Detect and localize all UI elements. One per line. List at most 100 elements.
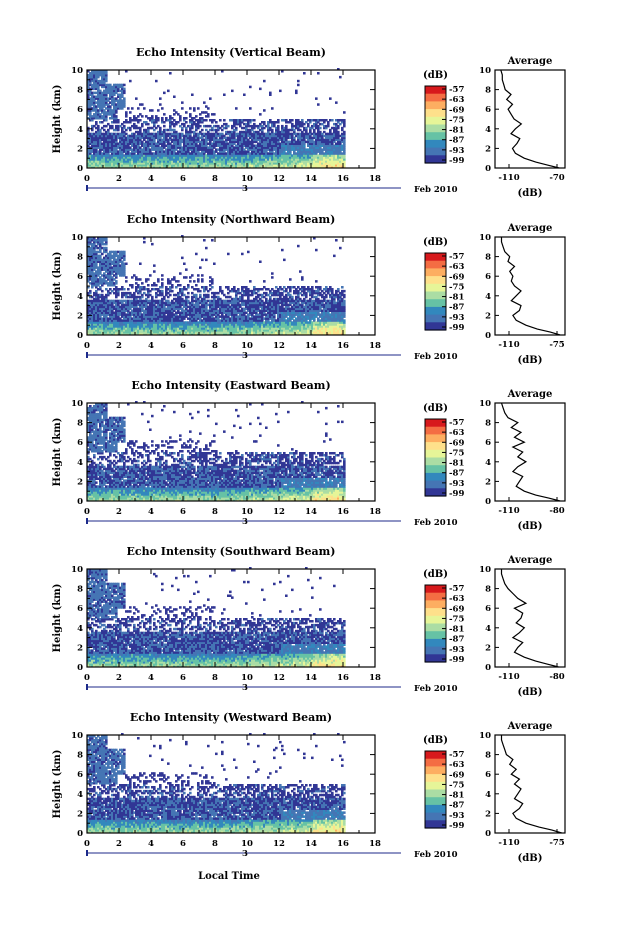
heatmap-cell bbox=[309, 148, 312, 151]
heatmap-cell bbox=[97, 146, 100, 149]
heatmap-cell bbox=[281, 154, 284, 157]
heatmap-cell bbox=[181, 146, 184, 149]
heatmap-cell bbox=[141, 115, 144, 118]
heatmap-cell bbox=[221, 138, 224, 142]
heatmap-cell bbox=[87, 150, 90, 153]
heatmap-cell bbox=[327, 121, 330, 124]
heatmap-cell bbox=[93, 97, 96, 100]
heatmap-cell bbox=[161, 140, 164, 144]
heatmap-cell bbox=[267, 152, 270, 155]
heatmap-cell bbox=[275, 160, 278, 163]
heatmap-cell bbox=[163, 91, 166, 95]
heatmap-cell bbox=[105, 119, 108, 122]
heatmap-cell bbox=[179, 142, 182, 145]
heatmap-cell bbox=[155, 164, 158, 167]
heatmap-cell bbox=[289, 132, 292, 136]
heatmap-cell bbox=[189, 124, 192, 128]
heatmap-cell bbox=[287, 121, 290, 124]
heatmap-cell bbox=[245, 146, 248, 149]
heatmap-cell bbox=[99, 144, 102, 147]
heatmap-cell bbox=[89, 81, 92, 85]
heatmap-cell bbox=[241, 166, 244, 169]
heatmap-cell bbox=[125, 111, 128, 114]
heatmap-cell bbox=[307, 140, 310, 144]
heatmap-cell bbox=[119, 150, 122, 153]
heatmap-cell bbox=[167, 132, 170, 136]
heatmap-cell bbox=[173, 144, 176, 147]
heatmap-cell bbox=[247, 146, 250, 149]
heatmap-cell bbox=[183, 122, 186, 126]
heatmap-cell bbox=[203, 160, 206, 163]
heatmap-cell bbox=[323, 164, 326, 167]
heatmap-cell bbox=[121, 146, 124, 149]
heatmap-cell bbox=[279, 130, 282, 134]
heatmap-cell bbox=[133, 136, 136, 140]
heatmap-cell bbox=[199, 152, 202, 155]
heatmap-cell bbox=[189, 164, 192, 167]
heatmap-cell bbox=[129, 117, 132, 120]
heatmap-cell bbox=[101, 85, 104, 89]
heatmap-cell bbox=[103, 89, 106, 93]
heatmap-cell bbox=[159, 138, 162, 142]
heatmap-cell bbox=[287, 154, 290, 157]
heatmap-cell bbox=[219, 162, 222, 165]
heatmap-cell bbox=[251, 128, 254, 132]
heatmap-cell bbox=[293, 132, 296, 136]
heatmap-cell bbox=[199, 289, 202, 293]
heatmap-cell bbox=[303, 166, 306, 169]
heatmap-cell bbox=[189, 154, 192, 157]
heatmap-cell bbox=[211, 239, 214, 242]
heatmap-cell bbox=[95, 138, 98, 142]
heatmap-cell bbox=[155, 162, 158, 165]
heatmap-cell bbox=[99, 89, 102, 93]
heatmap-cell bbox=[115, 103, 118, 106]
heatmap-cell bbox=[151, 152, 154, 155]
heatmap-cell bbox=[169, 158, 172, 161]
heatmap-cell bbox=[169, 162, 172, 165]
heatmap-cell bbox=[115, 115, 118, 118]
heatmap-cell bbox=[225, 146, 228, 149]
heatmap-cell bbox=[95, 152, 98, 155]
heatmap-cell bbox=[291, 142, 294, 145]
heatmap-cell bbox=[145, 154, 148, 157]
heatmap-cell bbox=[237, 146, 240, 149]
heatmap-cell bbox=[225, 160, 228, 163]
heatmap-cell bbox=[137, 144, 140, 147]
heatmap-cell bbox=[95, 83, 98, 87]
heatmap-cell bbox=[269, 142, 272, 145]
heatmap-cell bbox=[175, 122, 178, 126]
heatmap-cell bbox=[265, 144, 268, 147]
heatmap-cell bbox=[287, 148, 290, 151]
heatmap-cell bbox=[301, 121, 304, 124]
heatmap-cell bbox=[235, 154, 238, 157]
heatmap-cell bbox=[87, 105, 90, 108]
heatmap-cell bbox=[257, 124, 260, 128]
heatmap-cell bbox=[119, 99, 122, 102]
heatmap-cell bbox=[261, 124, 264, 128]
heatmap-cell bbox=[207, 113, 210, 116]
heatmap-cell bbox=[191, 148, 194, 151]
heatmap-cell bbox=[147, 156, 150, 159]
heatmap-cell bbox=[293, 166, 296, 169]
heatmap-cell bbox=[115, 166, 118, 169]
heatmap-cell bbox=[241, 121, 244, 124]
heatmap-cell bbox=[291, 148, 294, 151]
heatmap-cell bbox=[185, 158, 188, 161]
heatmap-cell bbox=[319, 136, 322, 140]
heatmap-cell bbox=[97, 156, 100, 159]
heatmap-cell bbox=[105, 160, 108, 163]
heatmap-cell bbox=[223, 158, 226, 161]
heatmap-cell bbox=[93, 136, 96, 140]
heatmap-cell bbox=[87, 73, 90, 77]
heatmap-cell bbox=[95, 160, 98, 163]
heatmap-cell bbox=[121, 164, 124, 167]
heatmap-cell bbox=[105, 154, 108, 157]
heatmap-cell bbox=[327, 156, 330, 159]
heatmap-cell bbox=[223, 146, 226, 149]
heatmap-cell bbox=[89, 73, 92, 77]
heatmap-cell bbox=[103, 70, 106, 73]
heatmap-cell bbox=[313, 156, 316, 159]
heatmap-cell bbox=[117, 162, 120, 165]
heatmap-cell bbox=[197, 160, 200, 163]
heatmap-cell bbox=[129, 160, 132, 163]
